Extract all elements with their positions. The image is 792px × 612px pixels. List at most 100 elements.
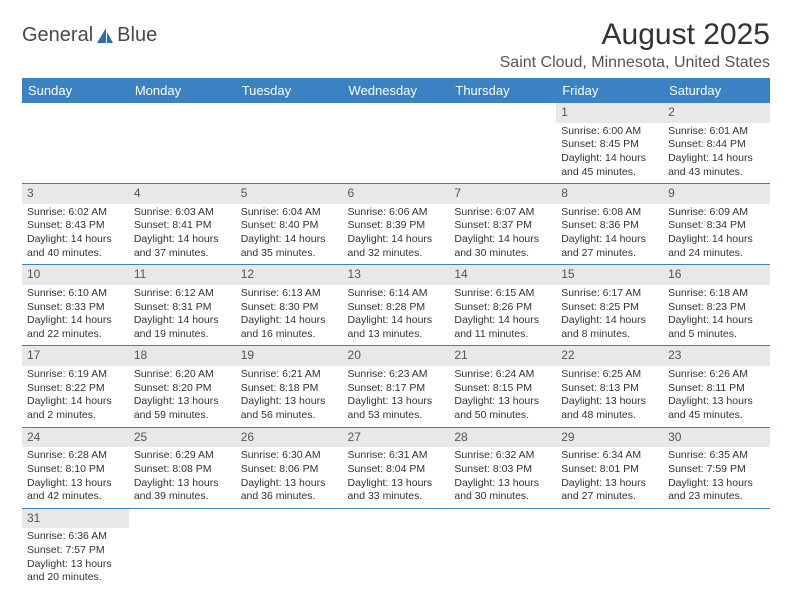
- sunrise-text: Sunrise: 6:15 AM: [454, 287, 551, 301]
- sunset-text: Sunset: 8:25 PM: [561, 301, 658, 315]
- daylight-text: Daylight: 13 hours: [134, 477, 231, 491]
- logo-word1: General: [22, 24, 93, 47]
- day-number: 12: [236, 265, 343, 285]
- daylight-text: Daylight: 13 hours: [454, 395, 551, 409]
- sunset-text: Sunset: 8:39 PM: [348, 219, 445, 233]
- sunset-text: Sunset: 8:18 PM: [241, 382, 338, 396]
- daylight-text: and 53 minutes.: [348, 409, 445, 423]
- dh-thu: Thursday: [449, 78, 556, 103]
- daylight-text: Daylight: 14 hours: [668, 152, 765, 166]
- sunrise-text: Sunrise: 6:10 AM: [27, 287, 124, 301]
- sunrise-text: Sunrise: 6:02 AM: [27, 206, 124, 220]
- daylight-text: and 48 minutes.: [561, 409, 658, 423]
- calendar-cell: 2Sunrise: 6:01 AMSunset: 8:44 PMDaylight…: [663, 103, 770, 184]
- daylight-text: Daylight: 14 hours: [454, 314, 551, 328]
- daylight-text: Daylight: 14 hours: [27, 314, 124, 328]
- daylight-text: and 22 minutes.: [27, 328, 124, 342]
- calendar-cell: 17Sunrise: 6:19 AMSunset: 8:22 PMDayligh…: [22, 346, 129, 427]
- daylight-text: and 27 minutes.: [561, 247, 658, 261]
- calendar-cell: [556, 508, 663, 589]
- calendar-cell: 13Sunrise: 6:14 AMSunset: 8:28 PMDayligh…: [343, 265, 450, 346]
- sunset-text: Sunset: 8:01 PM: [561, 463, 658, 477]
- calendar-cell: 16Sunrise: 6:18 AMSunset: 8:23 PMDayligh…: [663, 265, 770, 346]
- sunrise-text: Sunrise: 6:34 AM: [561, 449, 658, 463]
- calendar-cell: [236, 508, 343, 589]
- daylight-text: Daylight: 13 hours: [668, 395, 765, 409]
- day-number: 1: [556, 103, 663, 123]
- daylight-text: and 13 minutes.: [348, 328, 445, 342]
- page-subtitle: Saint Cloud, Minnesota, United States: [500, 54, 770, 72]
- calendar-cell: [343, 103, 450, 184]
- daylight-text: and 45 minutes.: [561, 166, 658, 180]
- calendar-cell: 12Sunrise: 6:13 AMSunset: 8:30 PMDayligh…: [236, 265, 343, 346]
- daylight-text: and 19 minutes.: [134, 328, 231, 342]
- sunset-text: Sunset: 8:40 PM: [241, 219, 338, 233]
- calendar-cell: [449, 508, 556, 589]
- daylight-text: and 39 minutes.: [134, 490, 231, 504]
- calendar-cell: 4Sunrise: 6:03 AMSunset: 8:41 PMDaylight…: [129, 184, 236, 265]
- sunrise-text: Sunrise: 6:29 AM: [134, 449, 231, 463]
- sunrise-text: Sunrise: 6:18 AM: [668, 287, 765, 301]
- sunset-text: Sunset: 8:45 PM: [561, 138, 658, 152]
- dh-tue: Tuesday: [236, 78, 343, 103]
- title-box: August 2025 Saint Cloud, Minnesota, Unit…: [500, 18, 770, 72]
- day-number: 3: [22, 184, 129, 204]
- calendar-row: 1Sunrise: 6:00 AMSunset: 8:45 PMDaylight…: [22, 103, 770, 184]
- calendar-cell: 28Sunrise: 6:32 AMSunset: 8:03 PMDayligh…: [449, 427, 556, 508]
- calendar-cell: 29Sunrise: 6:34 AMSunset: 8:01 PMDayligh…: [556, 427, 663, 508]
- daylight-text: Daylight: 13 hours: [27, 477, 124, 491]
- daylight-text: and 23 minutes.: [668, 490, 765, 504]
- daylight-text: and 35 minutes.: [241, 247, 338, 261]
- daylight-text: Daylight: 14 hours: [668, 233, 765, 247]
- sunset-text: Sunset: 8:31 PM: [134, 301, 231, 315]
- daylight-text: and 37 minutes.: [134, 247, 231, 261]
- daylight-text: and 36 minutes.: [241, 490, 338, 504]
- sunset-text: Sunset: 8:30 PM: [241, 301, 338, 315]
- daylight-text: and 30 minutes.: [454, 490, 551, 504]
- day-number: 18: [129, 346, 236, 366]
- calendar-cell: [129, 103, 236, 184]
- sunset-text: Sunset: 8:13 PM: [561, 382, 658, 396]
- calendar-cell: 14Sunrise: 6:15 AMSunset: 8:26 PMDayligh…: [449, 265, 556, 346]
- calendar-cell: [449, 103, 556, 184]
- sunset-text: Sunset: 8:04 PM: [348, 463, 445, 477]
- sunrise-text: Sunrise: 6:30 AM: [241, 449, 338, 463]
- daylight-text: Daylight: 14 hours: [134, 314, 231, 328]
- sunrise-text: Sunrise: 6:20 AM: [134, 368, 231, 382]
- sunset-text: Sunset: 8:11 PM: [668, 382, 765, 396]
- day-number: 14: [449, 265, 556, 285]
- calendar-cell: 15Sunrise: 6:17 AMSunset: 8:25 PMDayligh…: [556, 265, 663, 346]
- calendar-cell: [129, 508, 236, 589]
- calendar-cell: 22Sunrise: 6:25 AMSunset: 8:13 PMDayligh…: [556, 346, 663, 427]
- daylight-text: Daylight: 13 hours: [561, 395, 658, 409]
- day-number: 6: [343, 184, 450, 204]
- calendar-row: 3Sunrise: 6:02 AMSunset: 8:43 PMDaylight…: [22, 184, 770, 265]
- sunset-text: Sunset: 8:10 PM: [27, 463, 124, 477]
- calendar-cell: [236, 103, 343, 184]
- calendar-cell: 24Sunrise: 6:28 AMSunset: 8:10 PMDayligh…: [22, 427, 129, 508]
- daylight-text: and 42 minutes.: [27, 490, 124, 504]
- daylight-text: Daylight: 13 hours: [134, 395, 231, 409]
- sunrise-text: Sunrise: 6:08 AM: [561, 206, 658, 220]
- daylight-text: and 30 minutes.: [454, 247, 551, 261]
- sunset-text: Sunset: 8:36 PM: [561, 219, 658, 233]
- dh-wed: Wednesday: [343, 78, 450, 103]
- calendar-cell: [663, 508, 770, 589]
- sunset-text: Sunset: 8:06 PM: [241, 463, 338, 477]
- sunset-text: Sunset: 8:20 PM: [134, 382, 231, 396]
- sunrise-text: Sunrise: 6:35 AM: [668, 449, 765, 463]
- day-header-row: Sunday Monday Tuesday Wednesday Thursday…: [22, 78, 770, 103]
- dh-mon: Monday: [129, 78, 236, 103]
- daylight-text: Daylight: 14 hours: [241, 233, 338, 247]
- daylight-text: and 5 minutes.: [668, 328, 765, 342]
- sunrise-text: Sunrise: 6:28 AM: [27, 449, 124, 463]
- day-number: 29: [556, 428, 663, 448]
- calendar-row: 10Sunrise: 6:10 AMSunset: 8:33 PMDayligh…: [22, 265, 770, 346]
- sunset-text: Sunset: 8:44 PM: [668, 138, 765, 152]
- day-number: 27: [343, 428, 450, 448]
- daylight-text: Daylight: 13 hours: [454, 477, 551, 491]
- page-title: August 2025: [500, 18, 770, 52]
- day-number: 7: [449, 184, 556, 204]
- daylight-text: and 40 minutes.: [27, 247, 124, 261]
- sunrise-text: Sunrise: 6:09 AM: [668, 206, 765, 220]
